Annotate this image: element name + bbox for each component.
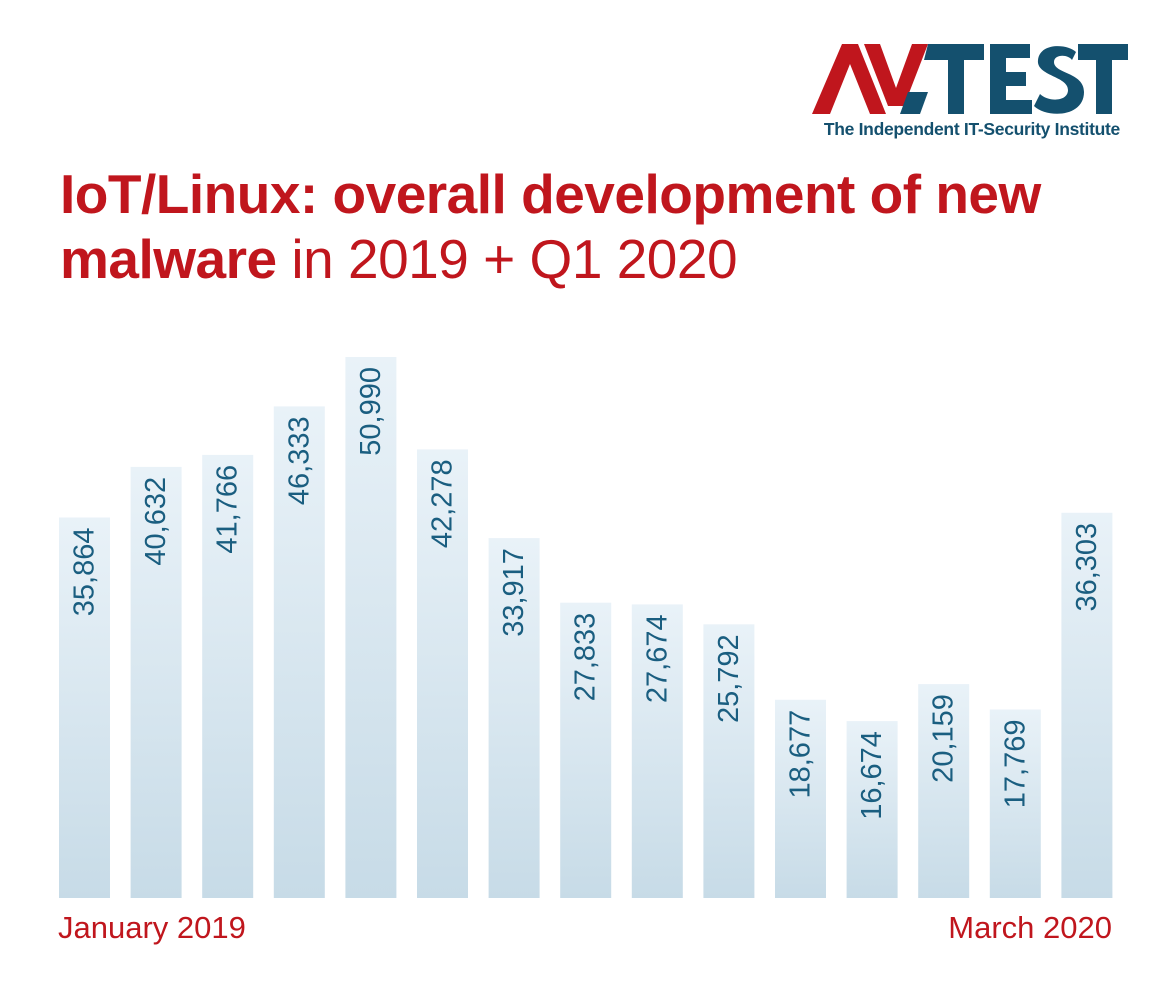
- x-axis-start-label: January 2019: [58, 910, 246, 945]
- bar-7: [488, 538, 540, 898]
- bar-value-label-6: 42,278: [427, 459, 459, 548]
- chart-title-bold: IoT/Linux: overall development of new ma…: [60, 163, 1041, 290]
- bar-14: [989, 709, 1041, 898]
- avtest-logo-mark: [812, 44, 1128, 114]
- bar-15: [1061, 512, 1113, 898]
- bar-3: [202, 454, 254, 898]
- bar-value-label-11: 18,677: [785, 710, 817, 799]
- bar-2: [130, 466, 182, 898]
- bar-8: [560, 602, 612, 898]
- bar-value-label-2: 40,632: [140, 477, 172, 566]
- logo-tagline: The Independent IT-Security Institute: [823, 119, 1120, 139]
- bar-value-label-7: 33,917: [498, 548, 530, 637]
- avtest-logo: The Independent IT-Security Institute: [812, 40, 1132, 150]
- bar-1: [59, 517, 110, 898]
- bar-value-label-12: 16,674: [856, 731, 888, 820]
- bar-value-label-13: 20,159: [928, 694, 960, 783]
- bar-9: [631, 604, 683, 898]
- bar-12: [846, 721, 898, 898]
- bar-value-label-1: 35,864: [69, 528, 101, 617]
- bar-value-label-3: 41,766: [212, 465, 244, 554]
- chart-title-regular: in 2019 + Q1 2020: [276, 228, 738, 290]
- bar-6: [417, 449, 468, 898]
- bar-5: [345, 357, 397, 898]
- bar-4: [273, 406, 325, 898]
- bar-value-label-15: 36,303: [1071, 523, 1103, 612]
- bar-value-label-9: 27,674: [641, 614, 673, 703]
- bar-10: [703, 624, 755, 898]
- bar-value-label-10: 25,792: [713, 634, 745, 723]
- chart-title: IoT/Linux: overall development of new ma…: [60, 162, 1060, 292]
- bar-value-label-8: 27,833: [570, 613, 602, 702]
- bar-11: [775, 699, 826, 898]
- bar-13: [918, 684, 970, 898]
- x-axis-end-label: March 2020: [948, 910, 1112, 945]
- bar-chart: 35,864 40,632 41,766 46,333 50,990 42,278 33,9…: [59, 357, 1113, 898]
- bar-value-label-14: 17,769: [999, 720, 1031, 809]
- bar-value-label-5: 50,990: [355, 367, 387, 456]
- bar-value-label-4: 46,333: [283, 416, 315, 505]
